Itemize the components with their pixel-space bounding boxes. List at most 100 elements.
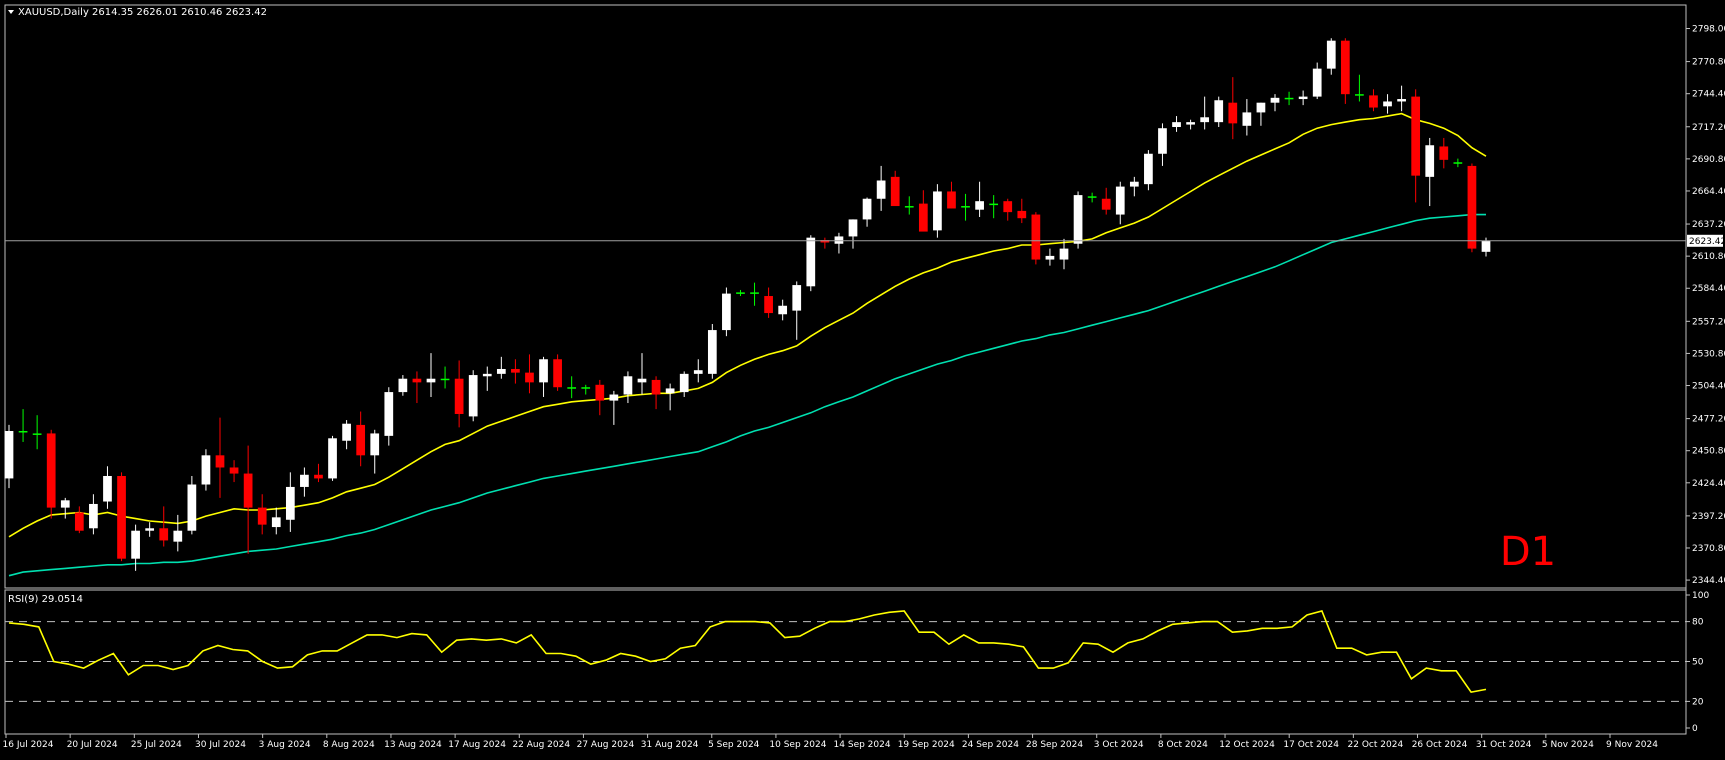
candle	[595, 379, 605, 416]
candle	[1172, 116, 1181, 132]
candle-body	[623, 376, 633, 395]
candle	[1200, 96, 1210, 130]
ma-fast-line	[8, 112, 1487, 538]
time-tick-label: 22 Oct 2024	[1348, 740, 1404, 750]
candle-body	[74, 512, 84, 531]
candle	[1383, 94, 1392, 114]
candle	[201, 449, 211, 491]
time-tick-label: 25 Jul 2024	[131, 740, 182, 750]
candle-body	[1186, 122, 1195, 125]
price-tick-label: 2344.40	[1692, 576, 1725, 586]
candle-body	[1326, 40, 1336, 69]
collapse-triangle-icon[interactable]	[8, 10, 14, 14]
candle-body	[539, 359, 548, 383]
candle	[764, 287, 773, 318]
candle	[1115, 181, 1125, 225]
candle-body	[947, 191, 956, 209]
candle	[820, 237, 830, 249]
candle	[300, 467, 309, 497]
candle	[426, 353, 436, 397]
candle-body	[1200, 117, 1210, 123]
time-tick-label: 5 Sep 2024	[708, 740, 760, 750]
candle	[271, 507, 281, 535]
candle-body	[1017, 210, 1027, 219]
candle	[496, 356, 506, 379]
candle-body	[848, 219, 858, 237]
candle	[1256, 102, 1266, 126]
candle-body	[103, 475, 112, 502]
candle-body	[736, 292, 745, 294]
candle	[257, 494, 267, 535]
candle-body	[1284, 97, 1294, 100]
candle-body	[370, 433, 380, 456]
price-tick-label: 2557.20	[1692, 317, 1725, 327]
time-tick-label: 28 Sep 2024	[1026, 740, 1083, 750]
candle-body	[876, 180, 886, 199]
candle-body	[637, 378, 647, 383]
candle	[1186, 119, 1195, 130]
candle-body	[1467, 165, 1477, 249]
candle	[1340, 38, 1350, 104]
candle	[145, 522, 155, 537]
candle	[975, 181, 984, 217]
candle	[74, 506, 84, 534]
candle	[665, 383, 675, 411]
candle-body	[32, 433, 42, 435]
candle-body	[257, 507, 267, 525]
ma-slow-series	[8, 213, 1486, 577]
candle-body	[1411, 96, 1421, 176]
candle	[1369, 89, 1378, 112]
candle	[412, 371, 422, 404]
time-tick-label: 3 Oct 2024	[1094, 740, 1144, 750]
candle-body	[764, 296, 773, 314]
price-tick-label: 2637.20	[1692, 220, 1725, 230]
price-tick-label: 2798.00	[1692, 25, 1725, 35]
candle	[18, 409, 28, 442]
candle-body	[89, 503, 98, 529]
candle	[1228, 77, 1238, 140]
candle	[314, 463, 323, 483]
candle	[1158, 123, 1167, 166]
price-tick-label: 2770.80	[1692, 58, 1725, 68]
candle	[117, 472, 126, 562]
candle	[679, 371, 689, 397]
candle-body	[215, 455, 225, 468]
candle-body	[300, 474, 309, 487]
candle	[876, 165, 886, 211]
candle-body	[1115, 186, 1125, 215]
rsi-tick-label: 0	[1692, 724, 1698, 734]
candle-body	[1397, 99, 1406, 102]
candle-body	[525, 372, 534, 383]
candle-body	[1158, 128, 1167, 154]
candle	[1411, 89, 1421, 203]
candle	[623, 371, 633, 404]
candle	[1439, 137, 1449, 169]
price-tick-label: 2717.20	[1692, 123, 1725, 133]
time-tick-label: 12 Oct 2024	[1219, 740, 1275, 750]
price-tick-label: 2584.40	[1692, 284, 1725, 294]
time-tick-label: 31 Oct 2024	[1476, 740, 1532, 750]
candle-body	[933, 191, 942, 231]
candle-body	[1439, 146, 1449, 160]
candle	[384, 387, 394, 446]
price-tick-label: 2397.20	[1692, 512, 1725, 522]
candle-body	[187, 484, 197, 531]
candle-body	[1383, 101, 1392, 107]
candle	[862, 197, 872, 227]
candle-body	[567, 387, 577, 389]
time-tick-label: 30 Jul 2024	[195, 740, 246, 750]
candle-body	[159, 528, 169, 541]
candle	[806, 235, 816, 292]
candle	[693, 359, 703, 383]
candle	[778, 299, 788, 321]
candle	[356, 411, 366, 467]
candle-body	[1087, 196, 1097, 198]
time-tick-label: 10 Sep 2024	[769, 740, 826, 750]
rsi-tick-label: 80	[1692, 618, 1704, 628]
price-tick-label: 2610.80	[1692, 252, 1725, 262]
candle	[440, 366, 450, 389]
candle-body	[904, 206, 914, 208]
time-tick-label: 22 Aug 2024	[512, 740, 570, 750]
time-tick-label: 8 Aug 2024	[323, 740, 375, 750]
time-tick-label: 8 Oct 2024	[1158, 740, 1208, 750]
